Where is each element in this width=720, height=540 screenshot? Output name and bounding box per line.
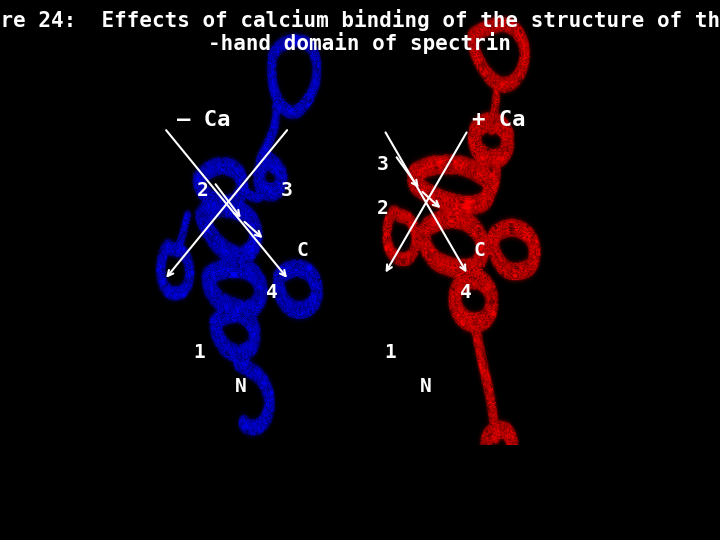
Text: -hand domain of spectrin: -hand domain of spectrin bbox=[209, 32, 511, 54]
Text: 2: 2 bbox=[377, 199, 389, 218]
Text: N: N bbox=[420, 377, 431, 396]
Text: Figure 24:  Effects of calcium binding of the structure of the EF: Figure 24: Effects of calcium binding of… bbox=[0, 9, 720, 31]
Text: – Ca: – Ca bbox=[177, 110, 230, 130]
Text: 1: 1 bbox=[384, 342, 397, 361]
Text: 3: 3 bbox=[377, 156, 389, 174]
Text: 3: 3 bbox=[281, 180, 293, 199]
Text: 1: 1 bbox=[194, 342, 205, 361]
Text: N: N bbox=[235, 377, 246, 396]
Text: 2: 2 bbox=[197, 180, 208, 199]
Text: C: C bbox=[474, 240, 485, 260]
Text: 4: 4 bbox=[459, 284, 472, 302]
Text: C: C bbox=[297, 240, 309, 260]
Text: 4: 4 bbox=[266, 284, 278, 302]
Text: + Ca: + Ca bbox=[472, 110, 526, 130]
